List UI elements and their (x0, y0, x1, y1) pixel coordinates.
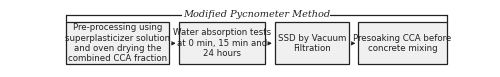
FancyBboxPatch shape (178, 22, 265, 64)
Text: Modified Pycnometer Method: Modified Pycnometer Method (182, 10, 330, 19)
Text: Water absorption tests
at 0 min, 15 min and
24 hours: Water absorption tests at 0 min, 15 min … (173, 28, 271, 58)
FancyBboxPatch shape (66, 22, 169, 64)
FancyBboxPatch shape (358, 22, 447, 64)
FancyBboxPatch shape (275, 22, 348, 64)
Text: Presoaking CCA before
concrete mixing: Presoaking CCA before concrete mixing (354, 34, 452, 53)
Text: SSD by Vacuum
Filtration: SSD by Vacuum Filtration (278, 34, 346, 53)
Text: Pre-processing using
superplasticizer solution
and oven drying the
combined CCA : Pre-processing using superplasticizer so… (64, 23, 170, 63)
